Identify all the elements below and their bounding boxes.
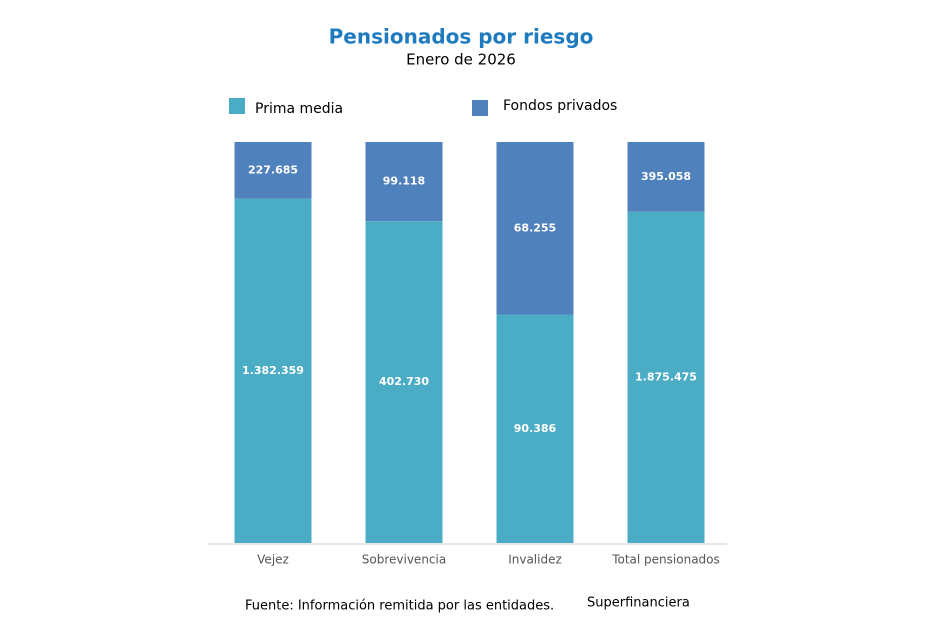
bar-segment — [496, 142, 574, 315]
x-tick-label: Sobrevivencia — [362, 553, 446, 567]
data-label: 1.382.359 — [242, 364, 304, 377]
footer: Fuente: Información remitida por las ent… — [245, 599, 554, 614]
x-tick-label: Vejez — [257, 553, 289, 567]
data-label: 402.730 — [379, 375, 429, 388]
legend-label: Prima media — [255, 101, 343, 117]
data-label: 227.685 — [248, 163, 298, 176]
bar-segment — [234, 142, 312, 199]
footer: Superfinanciera — [587, 596, 690, 611]
bar-segment — [627, 142, 705, 212]
bar-segment — [627, 211, 705, 543]
data-label: 90.386 — [514, 422, 557, 435]
chart-title: Pensionados por riesgo — [329, 25, 594, 49]
data-label: 1.875.475 — [635, 370, 697, 383]
data-label: 395.058 — [641, 170, 691, 183]
bar-segment — [496, 314, 574, 543]
x-tick-label: Invalidez — [508, 553, 562, 567]
bar-segment — [365, 221, 443, 543]
chart-subtitle: Enero de 2026 — [406, 51, 516, 69]
legend-swatch — [472, 100, 488, 116]
data-label: 99.118 — [383, 175, 425, 188]
x-tick-label: Total pensionados — [611, 553, 720, 567]
bar-segment — [234, 198, 312, 543]
legend-label: Fondos privados — [503, 98, 617, 114]
legend-swatch — [229, 98, 245, 114]
data-label: 68.255 — [514, 221, 556, 234]
bar-segment — [365, 142, 443, 222]
